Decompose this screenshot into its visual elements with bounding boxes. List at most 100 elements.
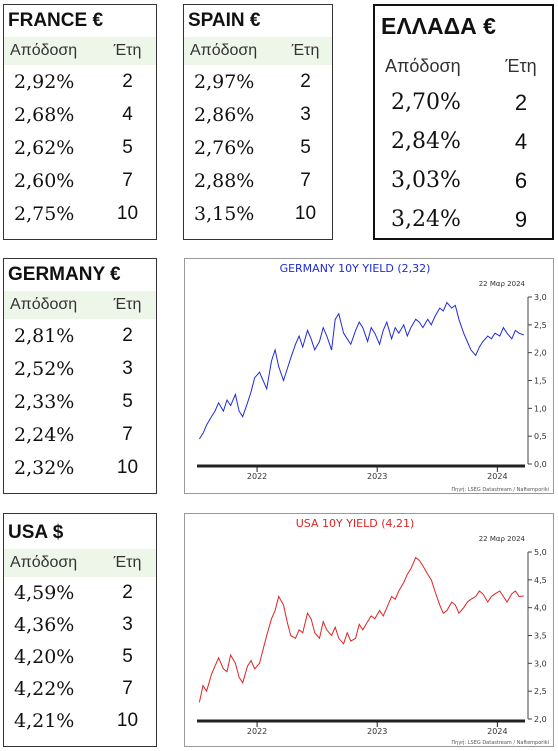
yield-cell: 2,62%	[14, 136, 75, 159]
years-cell: 2	[514, 89, 528, 115]
years-cell: 5	[122, 646, 133, 667]
table-row: 2,86% 3	[184, 98, 332, 131]
yield-cell: 2,75%	[14, 202, 75, 225]
germany-yield-chart: GERMANY 10Y YIELD (2,32) 22 Μαρ 2024 0,0 0,…	[184, 258, 554, 494]
table-title: ΕΛΛΑΔΑ €	[381, 13, 496, 39]
usa-yield-chart: USA 10Y YIELD (4,21) 22 Μαρ 2024 2,0 2,5 3,0…	[184, 513, 554, 747]
y-tick-label: 2,5	[534, 321, 547, 330]
chart-source: Πηγή: LSEG Datastream / Naftemporiki	[451, 739, 549, 746]
table-title: GERMANY €	[8, 264, 121, 285]
yield-cell: 4,36%	[14, 614, 75, 636]
table-header: Απόδοση Έτη	[4, 37, 156, 65]
table-row: 2,60% 7	[4, 164, 156, 197]
chart-source: Πηγή: LSEG Datastream / Naftemporiki	[451, 486, 549, 493]
yield-cell: 4,21%	[14, 710, 75, 732]
yield-cell: 2,92%	[14, 70, 75, 93]
col-yield-header: Απόδοση	[10, 554, 78, 571]
yield-cell: 2,81%	[14, 324, 75, 347]
y-tick-label: 4,5	[534, 576, 547, 585]
chart-date: 22 Μαρ 2024	[479, 535, 526, 543]
usa-yield-chart-svg: USA 10Y YIELD (4,21) 22 Μαρ 2024 2,0 2,5 3,0…	[197, 517, 549, 746]
x-tick-label: 2024	[487, 472, 507, 481]
yield-cell: 3,03%	[391, 168, 461, 193]
table-row: 4,21% 10	[4, 705, 156, 737]
yield-cell: 4,22%	[14, 678, 75, 700]
y-tick-label: 3,0	[534, 659, 547, 668]
y-tick-label: 2,0	[534, 715, 547, 724]
y-tick-label: 0,5	[534, 432, 547, 441]
yield-cell: 2,84%	[391, 129, 461, 154]
germany-yield-chart-svg: GERMANY 10Y YIELD (2,32) 22 Μαρ 2024 0,0 0,…	[197, 262, 549, 493]
yield-cell: 2,97%	[194, 70, 255, 93]
chart-title: GERMANY 10Y YIELD (2,32)	[280, 262, 431, 275]
col-yield-header: Απόδοση	[10, 296, 78, 313]
table-row: 2,70% 2	[375, 83, 552, 122]
table-greece: ΕΛΛΑΔΑ € Απόδοση Έτη 2,70% 2 2,84% 4 3,03%…	[373, 4, 554, 240]
yield-cell: 3,15%	[194, 202, 255, 225]
yield-cell: 3,24%	[391, 207, 461, 232]
col-years-header: Έτη	[505, 55, 537, 76]
col-years-header: Έτη	[291, 42, 320, 59]
y-tick-label: 0,0	[534, 460, 547, 469]
col-years-header: Έτη	[113, 42, 142, 59]
yield-cell: 4,20%	[14, 646, 75, 668]
x-tick-label: 2023	[367, 727, 387, 736]
y-tick-label: 1,0	[534, 404, 547, 413]
table-row: 2,75% 10	[4, 197, 156, 230]
years-cell: 4	[514, 128, 528, 154]
yield-cell: 2,76%	[194, 136, 255, 159]
table-row: 4,59% 2	[4, 577, 156, 609]
table-france: FRANCE € Απόδοση Έτη 2,92% 2 2,68% 4 2,62%…	[3, 4, 157, 240]
table-row: 2,52% 3	[4, 352, 156, 385]
years-cell: 4	[122, 103, 133, 125]
table-row: 2,24% 7	[4, 418, 156, 451]
yield-cell: 2,68%	[14, 103, 75, 126]
years-cell: 7	[122, 678, 133, 699]
table-header: Απόδοση Έτη	[4, 291, 156, 319]
y-tick-label: 5,0	[534, 548, 547, 557]
yield-cell: 2,33%	[14, 390, 75, 413]
years-cell: 5	[122, 390, 133, 412]
series-line	[198, 556, 524, 703]
years-cell: 10	[116, 456, 139, 478]
table-row: 2,88% 7	[184, 164, 332, 197]
x-tick-label: 2022	[247, 727, 267, 736]
table-header: Απόδοση Έτη	[375, 49, 552, 83]
years-cell: 10	[116, 710, 139, 731]
y-tick-label: 3,0	[534, 293, 547, 302]
yield-cell: 2,86%	[194, 103, 255, 126]
table-row: 4,36% 3	[4, 609, 156, 641]
x-tick-label: 2022	[247, 472, 267, 481]
series-line	[198, 301, 524, 440]
table-spain: SPAIN € Απόδοση Έτη 2,97% 2 2,86% 3 2,76% 5…	[183, 4, 333, 240]
years-cell: 6	[514, 167, 528, 193]
years-cell: 5	[300, 136, 311, 158]
years-cell: 10	[294, 202, 317, 224]
years-cell: 2	[122, 70, 133, 92]
y-tick-label: 1,5	[534, 377, 547, 386]
yield-cell: 2,70%	[391, 90, 461, 115]
table-row: 4,22% 7	[4, 673, 156, 705]
col-yield-header: Απόδοση	[385, 55, 461, 76]
years-cell: 7	[300, 169, 311, 191]
table-title: SPAIN €	[188, 10, 261, 31]
chart-title: USA 10Y YIELD (4,21)	[296, 517, 415, 530]
years-cell: 2	[122, 324, 133, 346]
table-row: 2,97% 2	[184, 65, 332, 98]
table-title: USA $	[8, 522, 64, 543]
table-title: FRANCE €	[8, 10, 104, 31]
chart-date: 22 Μαρ 2024	[479, 280, 526, 288]
table-row: 2,62% 5	[4, 131, 156, 164]
years-cell: 7	[122, 169, 133, 191]
years-cell: 9	[514, 206, 528, 232]
yield-cell: 2,52%	[14, 357, 75, 380]
table-row: 2,76% 5	[184, 131, 332, 164]
table-row: 3,03% 6	[375, 161, 552, 200]
y-tick-label: 2,0	[534, 349, 547, 358]
yield-cell: 2,60%	[14, 169, 75, 192]
x-tick-label: 2024	[487, 727, 507, 736]
x-tick-label: 2023	[367, 472, 387, 481]
yield-cell: 2,88%	[194, 169, 255, 192]
col-years-header: Έτη	[113, 296, 142, 313]
y-tick-label: 2,5	[534, 687, 547, 696]
